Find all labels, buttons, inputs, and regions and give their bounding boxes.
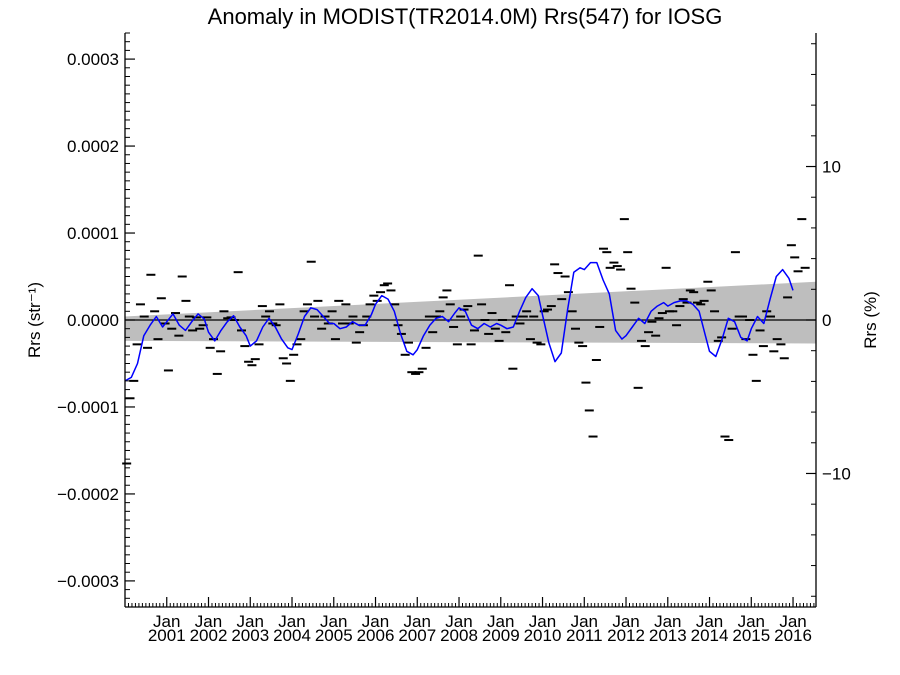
x-tick-label-year-0: 2001 [148,626,186,645]
y-axis-label-left: Rrs (str⁻¹) [25,282,44,358]
x-tick-label-month-13: Jan [696,612,723,631]
x-tick-label-year-10: 2011 [566,626,603,645]
y-axis-left-ticks: 0.0003 0.0002 0.0001 0.0000 −0.0001 −0.0002 −0… [57,32,135,608]
y-right-tick-label-1: 0 [822,311,831,330]
y-right-tick-label-2: −10 [822,464,851,483]
x-tick-label-month-4: Jan [320,612,347,631]
x-tick-label-month-5: Jan [362,612,389,631]
x-tick-label-year-4: 2005 [315,626,353,645]
x-tick-label-year-3: 2004 [273,626,311,645]
x-tick-label-month-0: Jan [153,612,180,631]
x-tick-label-year-9: 2010 [524,626,562,645]
y-left-tick-label-3: 0.0000 [67,311,119,330]
x-tick-label-year-11: 2012 [607,626,645,645]
monthly-anomaly-markers [122,218,810,465]
x-tick-label-year-5: 2006 [357,626,395,645]
x-tick-label-year-6: 2007 [398,626,436,645]
x-tick-label-month-11: Jan [612,612,639,631]
x-tick-label-year-7: 2008 [440,626,478,645]
x-tick-label-month-15: Jan [779,612,806,631]
x-tick-label-year-8: 2009 [482,626,520,645]
y-left-tick-label-0: 0.0003 [67,50,119,69]
y-axis-label-right: Rrs (%) [861,291,880,349]
x-tick-label-month-8: Jan [487,612,514,631]
smoothed-anomaly-series [124,261,794,382]
x-tick-label-month-14: Jan [738,612,765,631]
uncertainty-band [125,281,816,344]
y-left-tick-label-6: −0.0003 [57,572,119,591]
x-tick-label-month-2: Jan [237,612,264,631]
smoothed-series-line [124,261,794,382]
y-axis-right-ticks: 10 0 −10 [806,43,851,597]
chart-title: Anomaly in MODIST(TR2014.0M) Rrs(547) fo… [208,4,723,29]
uncertainty-band-area [125,281,816,344]
x-tick-label-month-9: Jan [529,612,556,631]
x-tick-label-year-14: 2015 [732,626,770,645]
x-tick-label-year-2: 2003 [231,626,269,645]
x-tick-label-month-3: Jan [278,612,305,631]
y-left-tick-label-2: 0.0001 [67,224,119,243]
y-left-tick-label-4: −0.0001 [57,398,119,417]
x-tick-label-year-12: 2013 [649,626,687,645]
x-tick-label-month-7: Jan [445,612,472,631]
y-left-tick-label-1: 0.0002 [67,137,119,156]
x-tick-label-month-10: Jan [571,612,598,631]
x-tick-label-month-12: Jan [654,612,681,631]
y-right-tick-label-0: 10 [822,158,841,177]
x-tick-label-year-1: 2002 [190,626,228,645]
x-tick-label-year-13: 2014 [691,626,729,645]
x-tick-label-month-1: Jan [195,612,222,631]
x-tick-label-year-15: 2016 [774,626,812,645]
x-axis-ticks: Jan2001Jan2002Jan2003Jan2004Jan2005Jan20… [127,597,815,645]
x-tick-label-month-6: Jan [404,612,431,631]
y-left-tick-label-5: −0.0002 [57,485,119,504]
